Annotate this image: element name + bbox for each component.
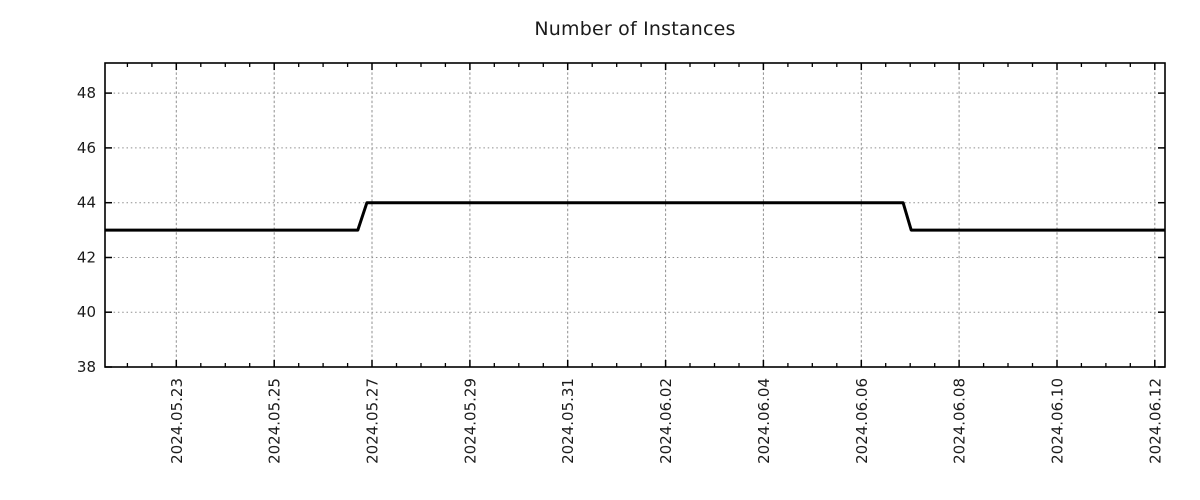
chart-title: Number of Instances [534,18,736,40]
x-tick-label: 2024.06.08 [951,378,969,464]
series-line [105,201,1165,232]
x-tick-label: 2024.05.23 [168,378,186,464]
x-tick-label: 2024.06.06 [853,378,871,464]
y-tick-label: 44 [77,194,96,212]
y-tick-label: 46 [77,139,96,157]
y-tick-label: 38 [77,358,96,376]
x-tick-label: 2024.06.04 [755,378,773,464]
x-tick-label: 2024.06.10 [1049,378,1067,464]
y-tick-label: 42 [77,248,96,266]
x-tick-label: 2024.05.25 [266,378,284,464]
x-tick-label: 2024.05.31 [559,378,577,464]
plot-border [104,62,1166,368]
x-tick-label: 2024.05.27 [364,378,382,464]
y-tick-label: 48 [77,84,96,102]
x-tick-label: 2024.06.12 [1146,378,1164,464]
y-tick-label: 40 [77,303,96,321]
x-tick-label: 2024.06.02 [657,378,675,464]
x-tick-label: 2024.05.29 [461,378,479,464]
